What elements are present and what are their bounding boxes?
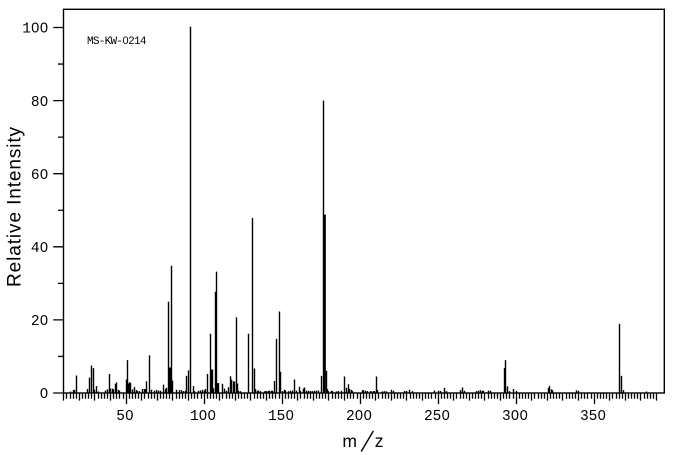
svg-text:250: 250 xyxy=(424,409,450,425)
svg-text:z: z xyxy=(375,431,384,451)
svg-text:80: 80 xyxy=(31,95,48,111)
svg-text:Relative Intensity: Relative Intensity xyxy=(5,126,26,287)
svg-text:MS-KW-0214: MS-KW-0214 xyxy=(87,36,147,48)
svg-text:60: 60 xyxy=(31,168,48,184)
svg-text:20: 20 xyxy=(31,314,48,330)
svg-text:0: 0 xyxy=(40,387,49,403)
svg-text:50: 50 xyxy=(116,409,133,425)
svg-text:200: 200 xyxy=(346,409,372,425)
svg-text:100: 100 xyxy=(22,22,48,38)
svg-text:300: 300 xyxy=(502,409,528,425)
svg-text:m: m xyxy=(342,431,357,451)
svg-text:40: 40 xyxy=(31,241,48,257)
svg-text:350: 350 xyxy=(580,409,606,425)
svg-text:150: 150 xyxy=(268,409,294,425)
svg-text:100: 100 xyxy=(190,409,216,425)
